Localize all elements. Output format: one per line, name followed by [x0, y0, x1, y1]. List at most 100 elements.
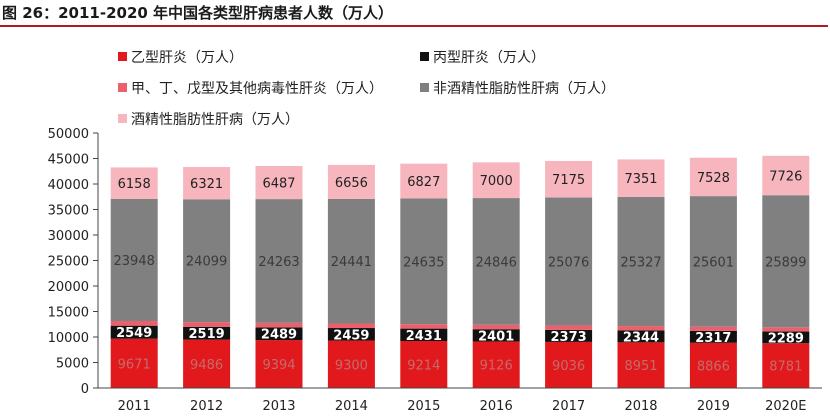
data-label: 2373 [551, 330, 587, 345]
x-tick-label: 2011 [118, 399, 151, 414]
bar-segment [400, 328, 448, 342]
chart-title: 图 26：2011-2020 年中国各类型肝病患者人数（万人） [2, 4, 394, 22]
y-tick-label: 45000 [48, 153, 89, 168]
bar-segment [617, 342, 665, 388]
data-label: 25327 [620, 255, 661, 270]
data-label: 2401 [478, 329, 514, 344]
bar-segment [472, 162, 520, 199]
data-label: 6321 [190, 177, 223, 192]
bar-segment [110, 167, 158, 199]
bar-segment [110, 198, 158, 321]
x-tick-label: 2020E [765, 399, 806, 414]
data-label: 2344 [623, 330, 659, 345]
x-tick-label: 2016 [480, 399, 513, 414]
bar-segment [327, 340, 375, 388]
data-label: 9036 [552, 359, 585, 374]
bar-segment [327, 323, 375, 329]
legend-label: 乙型肝炎（万人） [131, 50, 243, 66]
bar-segment [255, 322, 303, 328]
y-tick-label: 50000 [48, 127, 89, 142]
data-label: 9486 [190, 358, 223, 373]
data-label: 25076 [548, 255, 589, 270]
x-tick-label: 2013 [262, 399, 295, 414]
data-label: 23948 [114, 254, 155, 269]
bar-segment [327, 328, 375, 341]
bar-segment [400, 163, 448, 199]
bar-segment [110, 320, 158, 326]
bar-segment [545, 325, 593, 330]
data-label: 9214 [407, 359, 440, 374]
y-tick-label: 10000 [48, 331, 89, 346]
data-label: 25601 [693, 255, 734, 270]
bar-segment [472, 198, 520, 325]
data-label: 6158 [118, 177, 151, 192]
bar-segment [183, 339, 231, 388]
data-label: 2489 [261, 328, 297, 343]
legend-swatch [118, 52, 127, 61]
data-label: 2459 [333, 328, 369, 343]
data-label: 25899 [765, 255, 806, 270]
data-label: 8866 [697, 359, 730, 374]
bar-segment [472, 324, 520, 330]
bar-segment [762, 343, 810, 388]
data-label: 2317 [695, 331, 731, 346]
bar-segment [110, 325, 158, 339]
bar-segment [762, 327, 810, 332]
data-label: 9300 [335, 358, 368, 373]
y-tick-label: 30000 [48, 229, 89, 244]
bar-segment [689, 326, 737, 331]
bar-segment [762, 155, 810, 196]
data-label: 7726 [769, 170, 802, 185]
bar-segment [762, 331, 810, 344]
legend-label: 酒精性脂肪性肝病（万人） [131, 112, 299, 128]
data-label: 8781 [769, 360, 802, 375]
y-tick-label: 15000 [48, 306, 89, 321]
bar-segment [545, 329, 593, 342]
data-label: 6656 [335, 176, 368, 191]
bar-segment [472, 341, 520, 388]
legend-swatch [118, 83, 127, 92]
title-divider [0, 25, 828, 27]
bar-segment [110, 338, 158, 388]
bar-segment [400, 341, 448, 388]
bar-segment [617, 326, 665, 331]
data-label: 6487 [262, 177, 295, 192]
x-tick-label: 2015 [407, 399, 440, 414]
legend-label: 丙型肝炎（万人） [433, 50, 545, 66]
bar-segment [255, 327, 303, 341]
data-label: 6827 [407, 175, 440, 190]
bar-segment [762, 195, 810, 328]
x-tick-label: 2017 [552, 399, 585, 414]
bar-segment [183, 199, 231, 323]
bar-segment [617, 159, 665, 197]
data-label: 7000 [480, 174, 513, 189]
bar-segment [689, 196, 737, 327]
plot-area: 0 5000 10000 15000 20000 25000 30000 35000 40000… [48, 127, 822, 414]
legend-swatch [118, 114, 127, 123]
legend-label: 甲、丁、戊型及其他病毒性肝炎（万人） [131, 81, 383, 97]
y-tick-label: 0 [81, 382, 89, 397]
legend: 乙型肝炎（万人） 丙型肝炎（万人） 甲、丁、戊型及其他病毒性肝炎（万人） 非酒精性脂肪… [118, 50, 615, 128]
y-tick-label: 40000 [48, 178, 89, 193]
bar-segment [617, 196, 665, 327]
bar-segment [255, 340, 303, 388]
bar-segment [545, 197, 593, 326]
x-tick-label: 2012 [190, 399, 223, 414]
data-label: 24263 [258, 255, 299, 270]
bar-segment [400, 198, 448, 325]
bar-segment [255, 199, 303, 323]
data-label: 9126 [480, 359, 513, 374]
bar-segment [183, 326, 231, 340]
data-label: 2431 [406, 329, 442, 344]
x-tick-label: 2019 [697, 399, 730, 414]
bar-segment [327, 164, 375, 199]
y-tick-label: 25000 [48, 255, 89, 270]
data-label: 9671 [118, 357, 151, 372]
data-label: 7175 [552, 173, 585, 188]
bar-segment [183, 322, 231, 327]
data-label: 24635 [403, 255, 444, 270]
x-tick-label: 2018 [624, 399, 657, 414]
data-label: 8951 [624, 359, 657, 374]
bar-segment [472, 329, 520, 342]
